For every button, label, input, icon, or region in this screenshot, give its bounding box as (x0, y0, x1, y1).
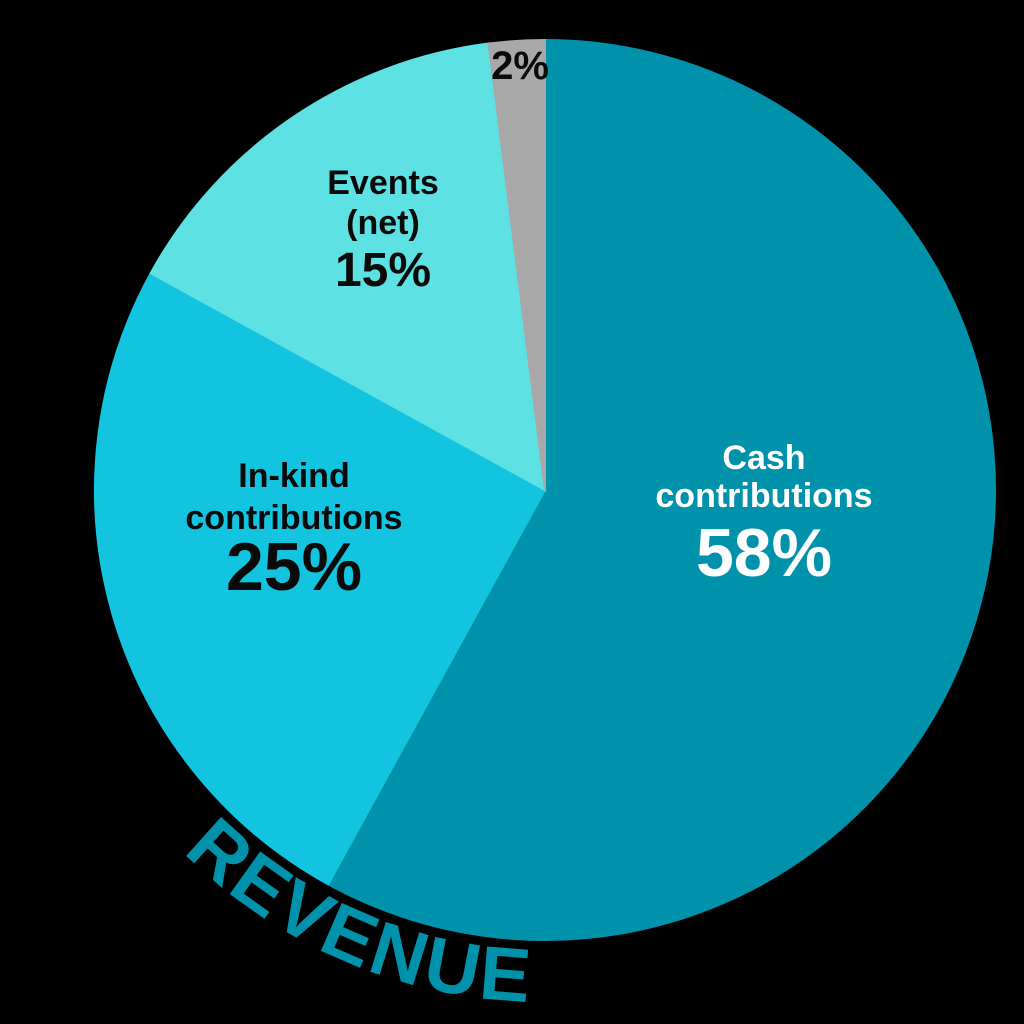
svg-text:Cash: Cash (722, 439, 805, 477)
svg-text:(net): (net) (346, 204, 420, 242)
svg-text:25%: 25% (226, 529, 362, 605)
svg-text:Events: Events (327, 164, 439, 202)
svg-text:contributions: contributions (655, 477, 872, 515)
svg-text:In-kind: In-kind (238, 457, 349, 495)
svg-text:2%: 2% (491, 44, 549, 88)
svg-text:58%: 58% (696, 515, 832, 591)
svg-text:15%: 15% (335, 244, 431, 297)
